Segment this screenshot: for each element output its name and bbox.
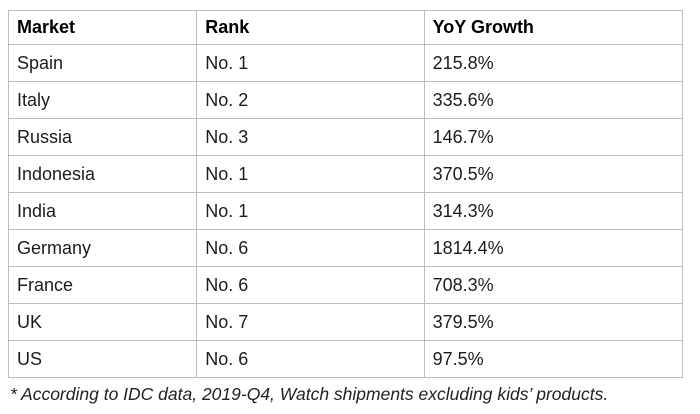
table-row: UK No. 7 379.5% <box>7 303 684 341</box>
table-row: Indonesia No. 1 370.5% <box>7 155 684 193</box>
cell-rank: No. 1 <box>196 44 425 82</box>
cell-growth: 314.3% <box>423 192 684 230</box>
cell-rank: No. 1 <box>196 192 425 230</box>
cell-market: Indonesia <box>7 155 198 193</box>
table-row: France No. 6 708.3% <box>7 266 684 304</box>
cell-growth: 370.5% <box>423 155 684 193</box>
table-row: Spain No. 1 215.8% <box>7 44 684 82</box>
cell-rank: No. 7 <box>196 303 425 341</box>
cell-rank: No. 2 <box>196 81 425 119</box>
cell-growth: 708.3% <box>423 266 684 304</box>
cell-market: UK <box>7 303 198 341</box>
footnote: * According to IDC data, 2019-Q4, Watch … <box>10 384 609 404</box>
growth-table: Market Rank YoY Growth Spain No. 1 215.8… <box>7 10 684 378</box>
cell-market: Russia <box>7 118 198 156</box>
column-header-rank: Rank <box>196 10 425 45</box>
table-row: US No. 6 97.5% <box>7 340 684 378</box>
cell-growth: 146.7% <box>423 118 684 156</box>
cell-rank: No. 6 <box>196 229 425 267</box>
cell-rank: No. 1 <box>196 155 425 193</box>
cell-market: US <box>7 340 198 378</box>
cell-rank: No. 6 <box>196 266 425 304</box>
cell-market: Spain <box>7 44 198 82</box>
cell-rank: No. 3 <box>196 118 425 156</box>
column-header-market: Market <box>7 10 198 45</box>
cell-market: France <box>7 266 198 304</box>
table-row: Russia No. 3 146.7% <box>7 118 684 156</box>
cell-growth: 97.5% <box>423 340 684 378</box>
cell-market: Germany <box>7 229 198 267</box>
table-header-row: Market Rank YoY Growth <box>7 10 684 45</box>
cell-rank: No. 6 <box>196 340 425 378</box>
cell-growth: 335.6% <box>423 81 684 119</box>
table-row: Germany No. 6 1814.4% <box>7 229 684 267</box>
cell-market: Italy <box>7 81 198 119</box>
table-row: India No. 1 314.3% <box>7 192 684 230</box>
cell-growth: 379.5% <box>423 303 684 341</box>
cell-growth: 215.8% <box>423 44 684 82</box>
table-row: Italy No. 2 335.6% <box>7 81 684 119</box>
column-header-yoy-growth: YoY Growth <box>423 10 684 45</box>
cell-growth: 1814.4% <box>423 229 684 267</box>
cell-market: India <box>7 192 198 230</box>
